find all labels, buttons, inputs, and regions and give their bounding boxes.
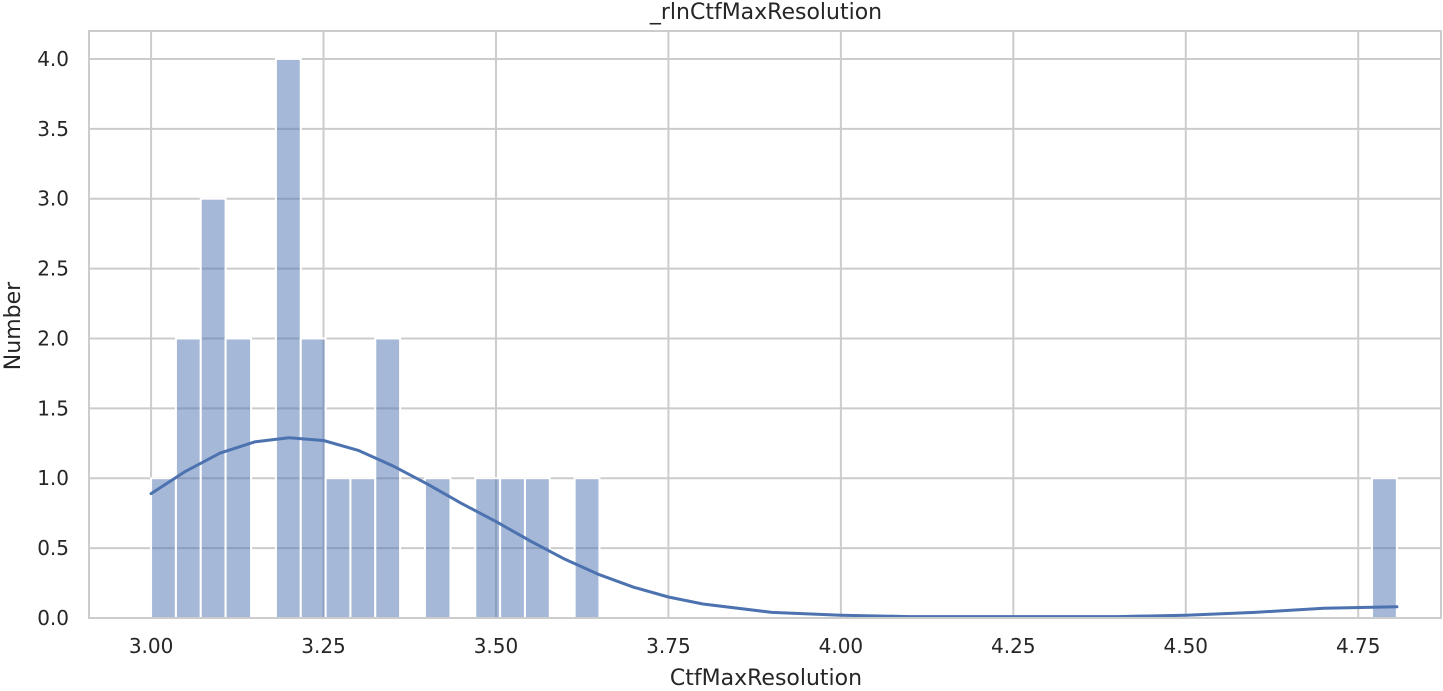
x-tick-label: 4.25 (991, 634, 1036, 658)
y-tick-labels: 0.0 0.5 1.0 1.5 2.0 2.5 3.0 3.5 4.0 (37, 47, 69, 630)
y-tick-label: 2.5 (37, 257, 69, 281)
kde-curve-layer (149, 436, 1399, 619)
y-tick-label: 4.0 (37, 47, 69, 71)
y-tick-label: 3.0 (37, 187, 69, 211)
y-tick-label: 0.0 (37, 606, 69, 630)
y-tick-label: 1.0 (37, 466, 69, 490)
histogram-bar (150, 477, 177, 619)
chart-title: _rlnCtfMaxResolution (649, 0, 882, 25)
histogram-bar (1371, 477, 1398, 619)
histogram-bar (499, 477, 526, 619)
x-tick-label: 3.25 (301, 634, 346, 658)
x-tick-labels: 3.00 3.25 3.50 3.75 4.00 4.25 4.50 4.75 (129, 634, 1381, 658)
plot-frame (88, 30, 1442, 619)
histogram-bar (199, 197, 227, 619)
x-tick-label: 4.75 (1336, 634, 1381, 658)
histogram-bar (299, 337, 327, 619)
x-tick-label: 4.50 (1164, 634, 1209, 658)
x-tick-label: 3.00 (129, 634, 174, 658)
x-axis-title: CtfMaxResolution (670, 666, 862, 691)
x-tick-label: 3.75 (646, 634, 691, 658)
histogram-bar (349, 477, 377, 619)
y-tick-label: 3.5 (37, 117, 69, 141)
histogram-bar (174, 337, 202, 619)
x-tick-label: 4.00 (819, 634, 864, 658)
histogram-bar (423, 477, 452, 619)
y-tick-label: 0.5 (37, 536, 69, 560)
histogram-bar (224, 337, 253, 619)
histogram-bar (374, 337, 402, 619)
histogram-bar (474, 477, 502, 619)
histogram-bar (324, 477, 352, 619)
y-tick-label: 1.5 (37, 396, 69, 420)
histogram-bars (150, 57, 1398, 619)
histogram-bar (573, 477, 601, 619)
histogram-bar (274, 57, 302, 619)
y-tick-label: 2.0 (37, 326, 69, 350)
kde-curve (149, 436, 1399, 619)
x-tick-label: 3.50 (474, 634, 519, 658)
y-axis-title: Number (1, 281, 26, 370)
